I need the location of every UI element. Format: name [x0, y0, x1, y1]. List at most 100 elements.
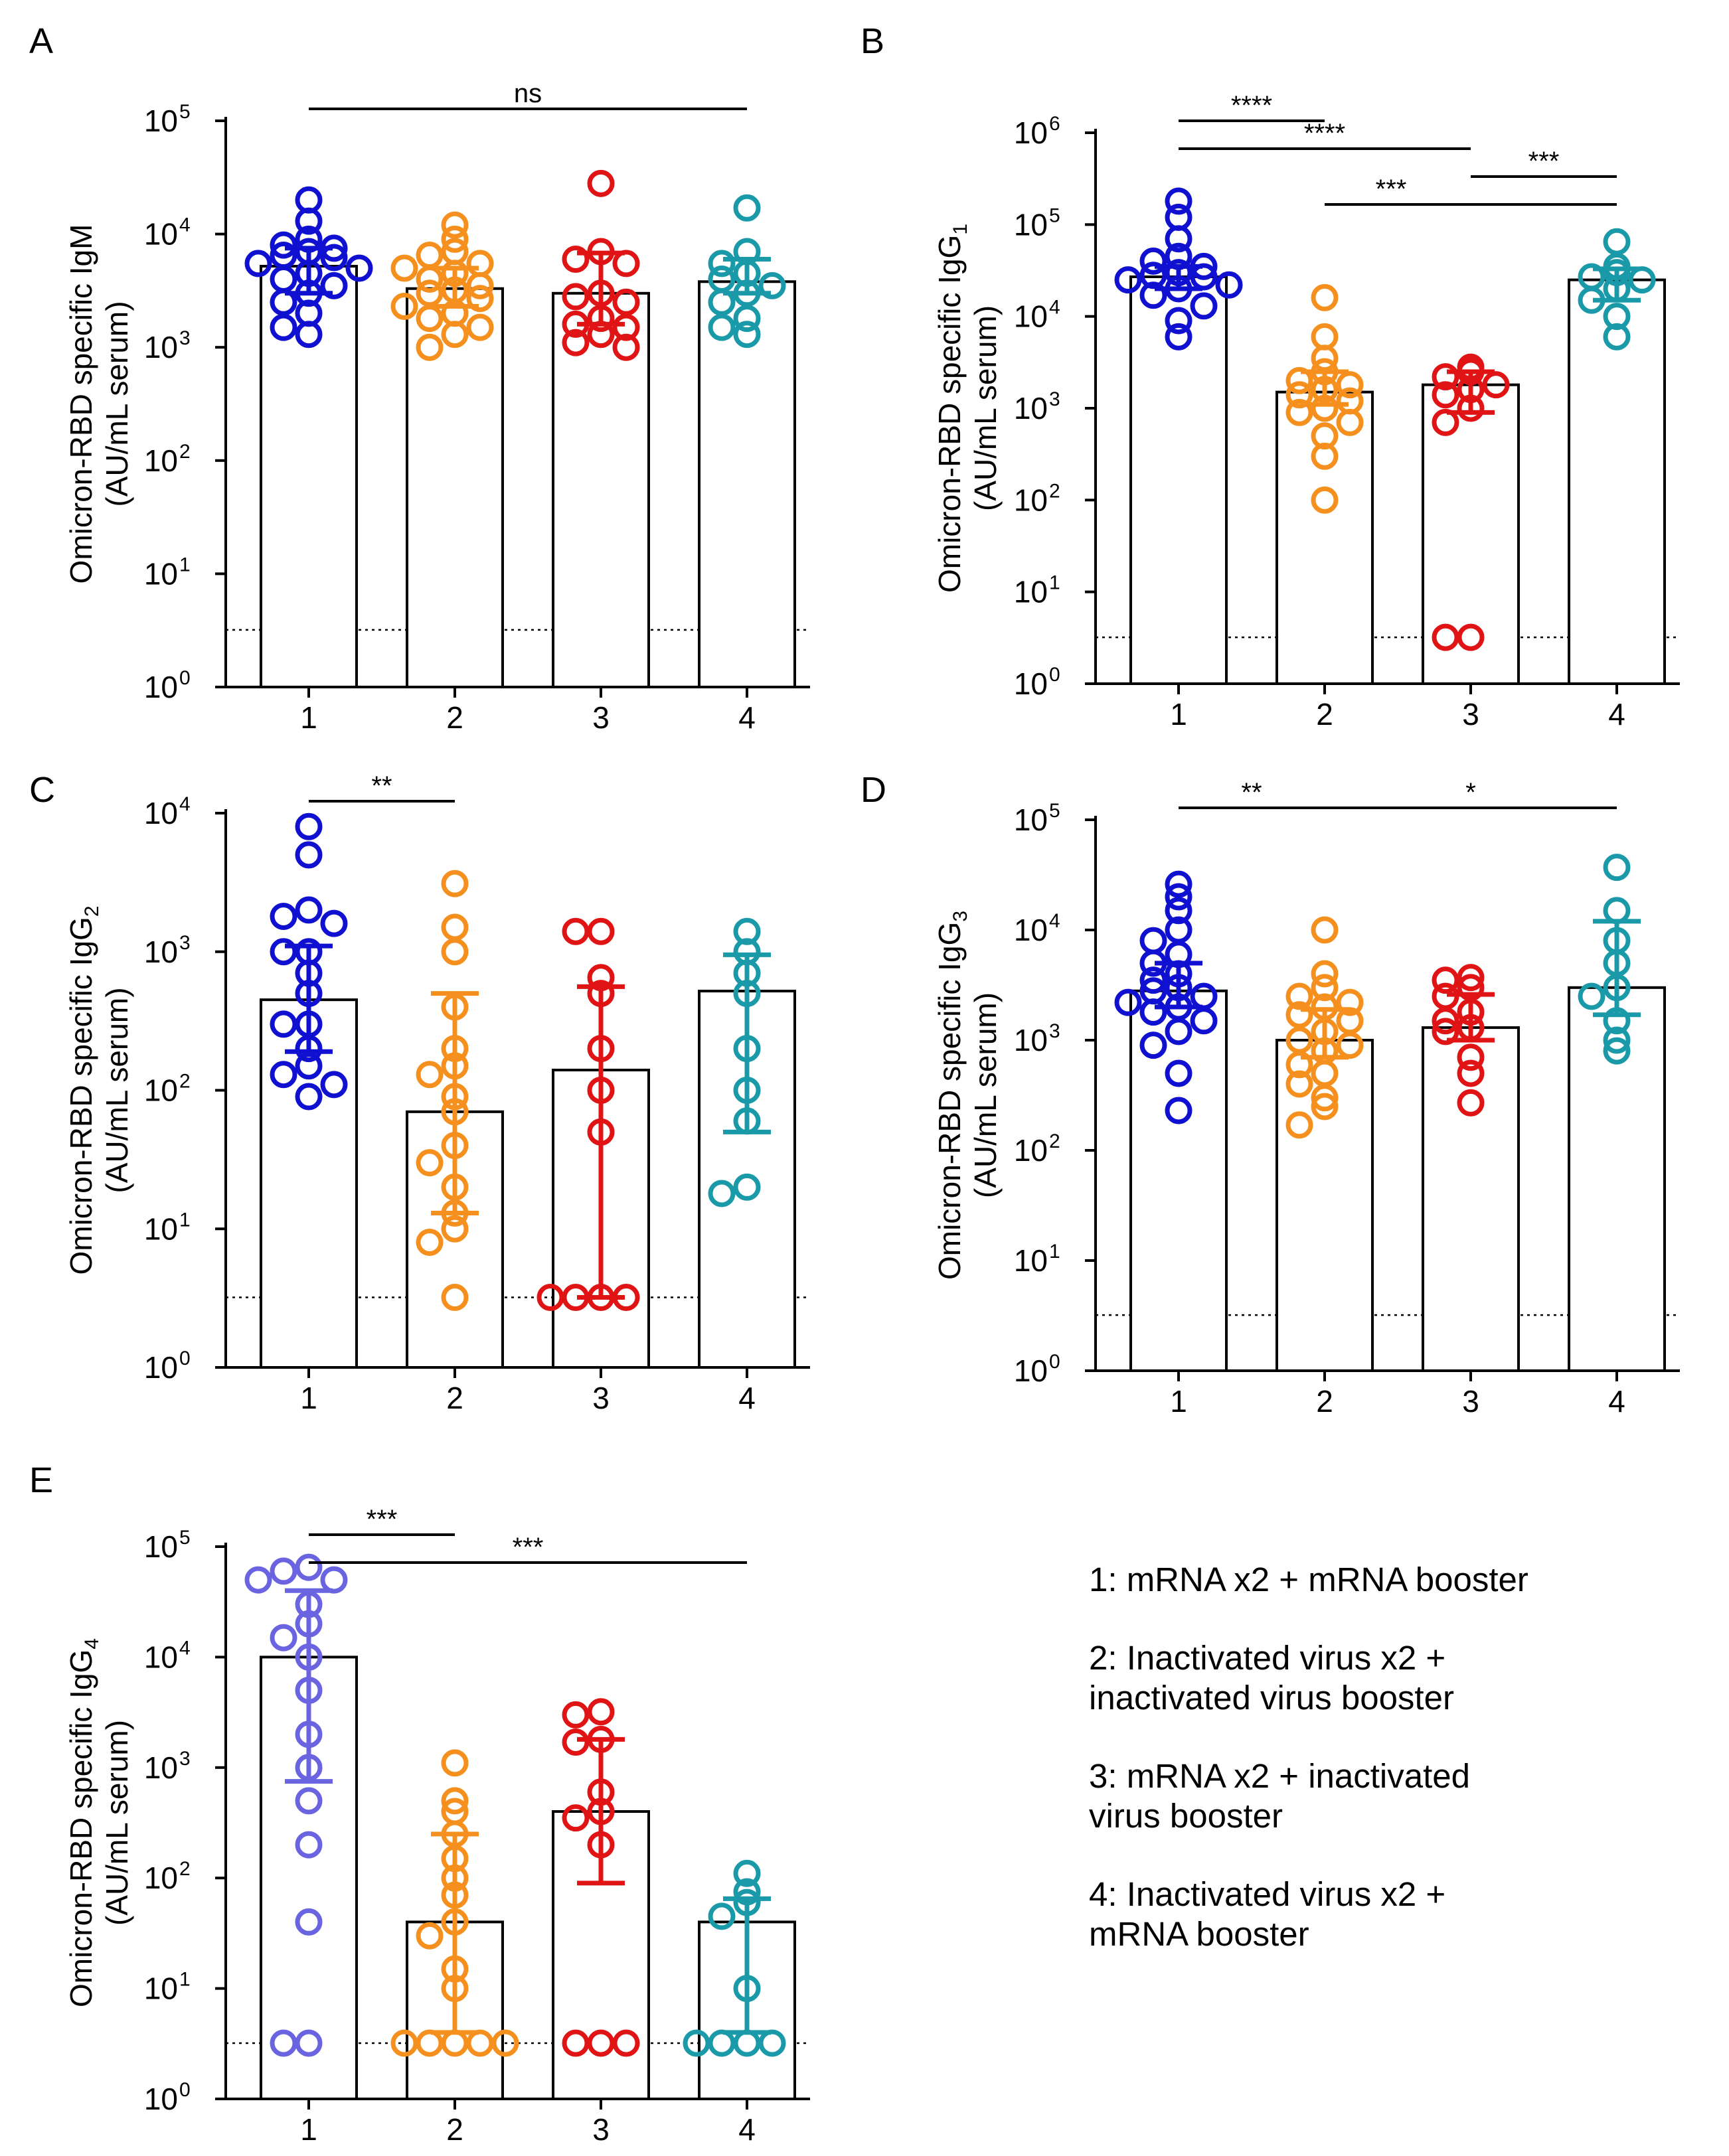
data-point-group-4	[758, 2029, 786, 2057]
data-point-group-3	[1457, 1089, 1485, 1116]
data-point-group-1	[1190, 292, 1218, 320]
y-tick-base: 10	[144, 443, 178, 478]
y-tick-base: 10	[144, 104, 178, 138]
data-point-group-4	[708, 2029, 736, 2057]
data-point-group-1	[1165, 307, 1193, 335]
y-tick-base: 10	[1014, 666, 1048, 701]
data-point-group-1	[1215, 271, 1243, 299]
data-point-group-2	[1336, 988, 1364, 1016]
y-axis-label-subscript: 4	[81, 1638, 103, 1650]
y-tick-label: 10	[1014, 913, 1048, 947]
bar-group-1	[1129, 275, 1228, 685]
data-point-group-4	[733, 1173, 761, 1201]
data-point-group-1	[1139, 966, 1167, 994]
bar-group-2	[1276, 390, 1374, 685]
y-tick-base: 10	[144, 1529, 178, 1564]
data-point-group-2	[416, 279, 444, 307]
y-tick-label: 10	[144, 1750, 178, 1785]
y-tick-base: 10	[144, 1750, 178, 1785]
y-axis-label-line1: Omicron-RBD specific IgG	[64, 917, 98, 1274]
data-point-group-1	[1139, 998, 1167, 1026]
data-point-group-1	[1139, 247, 1167, 275]
y-tick-base: 10	[144, 1861, 178, 1895]
data-point-group-1	[295, 1831, 323, 1859]
data-point-group-3	[612, 313, 640, 341]
data-point-group-1	[270, 1624, 297, 1652]
data-point-group-2	[441, 870, 469, 897]
data-point-group-4	[1603, 1026, 1631, 1054]
data-point-group-2	[1285, 1070, 1313, 1098]
data-point-group-2	[466, 285, 494, 313]
y-tick-exponent: 5	[179, 1527, 191, 1549]
data-point-group-1	[1165, 323, 1193, 350]
data-point-group-3	[1432, 1018, 1459, 1045]
data-point-group-3	[1457, 964, 1485, 992]
data-point-group-3	[1457, 1059, 1485, 1087]
bar-group-4	[698, 280, 796, 688]
data-point-group-1	[295, 812, 323, 840]
data-point-group-3	[536, 1284, 564, 1312]
data-point-group-2	[1285, 398, 1313, 426]
data-point-group-2	[441, 1749, 469, 1777]
data-point-group-1	[270, 1557, 297, 1585]
y-tick-label: 10	[144, 935, 178, 969]
y-tick-exponent: 0	[1049, 664, 1060, 686]
data-point-group-3	[1432, 363, 1459, 391]
y-tick-label: 10	[1014, 1133, 1048, 1168]
data-point-group-1	[295, 321, 323, 348]
y-tick-label: 10	[144, 1350, 178, 1385]
y-tick-label: 10	[144, 1640, 178, 1674]
y-tick-exponent: 1	[179, 1209, 191, 1231]
data-point-group-3	[1457, 623, 1485, 651]
y-tick-exponent: 4	[179, 214, 191, 236]
y-tick-label: 10	[144, 670, 178, 704]
y-tick-base: 10	[1014, 1133, 1048, 1168]
data-point-group-1	[270, 1061, 297, 1089]
data-point-group-2	[441, 938, 469, 966]
y-tick-exponent: 4	[1049, 297, 1060, 319]
y-tick-label: 10	[144, 104, 178, 138]
y-axis-label: Omicron-RBD specific IgG1	[932, 224, 971, 593]
x-tick-label: 1	[1170, 1384, 1187, 1419]
significance-label: ***	[513, 1533, 544, 1562]
data-point-group-1	[295, 896, 323, 924]
y-tick-exponent: 1	[179, 1969, 191, 1991]
y-axis-label-line1: Omicron-RBD specific IgG	[932, 922, 967, 1280]
data-point-group-1	[270, 1010, 297, 1038]
data-point-group-1	[1114, 266, 1142, 294]
y-tick-exponent: 1	[1049, 572, 1060, 594]
x-tick-label: 2	[446, 700, 463, 735]
data-point-group-3	[562, 329, 590, 356]
data-point-group-4	[708, 313, 736, 341]
y-axis-label: Omicron-RBD specific IgG4	[64, 1638, 103, 2007]
significance-label: ***	[1528, 147, 1560, 176]
y-tick-label: 10	[144, 2082, 178, 2116]
data-point-group-1	[295, 207, 323, 235]
y-tick-exponent: 2	[179, 1858, 191, 1880]
data-point-group-3	[612, 333, 640, 361]
data-point-group-2	[1311, 1084, 1339, 1112]
y-tick-exponent: 3	[179, 327, 191, 349]
y-tick-base: 10	[1014, 1023, 1048, 1057]
x-tick-label: 3	[592, 700, 610, 735]
data-point-group-2	[390, 2029, 418, 2057]
data-point-group-2	[416, 1228, 444, 1256]
data-point-group-3	[1457, 1043, 1485, 1071]
data-point-group-3	[587, 2029, 615, 2057]
y-tick-exponent: 0	[179, 667, 191, 689]
y-tick-base: 10	[144, 796, 178, 830]
data-point-group-2	[1336, 371, 1364, 399]
y-tick-label: 10	[1014, 803, 1048, 837]
data-point-group-2	[466, 313, 494, 341]
y-tick-base: 10	[1014, 1243, 1048, 1278]
data-point-group-4	[1603, 323, 1631, 350]
data-point-group-1	[1165, 870, 1193, 898]
data-point-group-3	[1432, 381, 1459, 409]
y-tick-base: 10	[1014, 575, 1048, 609]
legend-item-4: 4: Inactivated virus x2 + mRNA booster	[1089, 1875, 1446, 1953]
y-tick-label: 10	[1014, 116, 1048, 150]
y-tick-label: 10	[144, 796, 178, 830]
y-axis-label-line1: Omicron-RBD specific IgG	[932, 235, 967, 593]
y-axis-label-line1: Omicron-RBD specific IgG	[64, 1650, 98, 2007]
data-point-group-1	[1190, 1007, 1218, 1035]
